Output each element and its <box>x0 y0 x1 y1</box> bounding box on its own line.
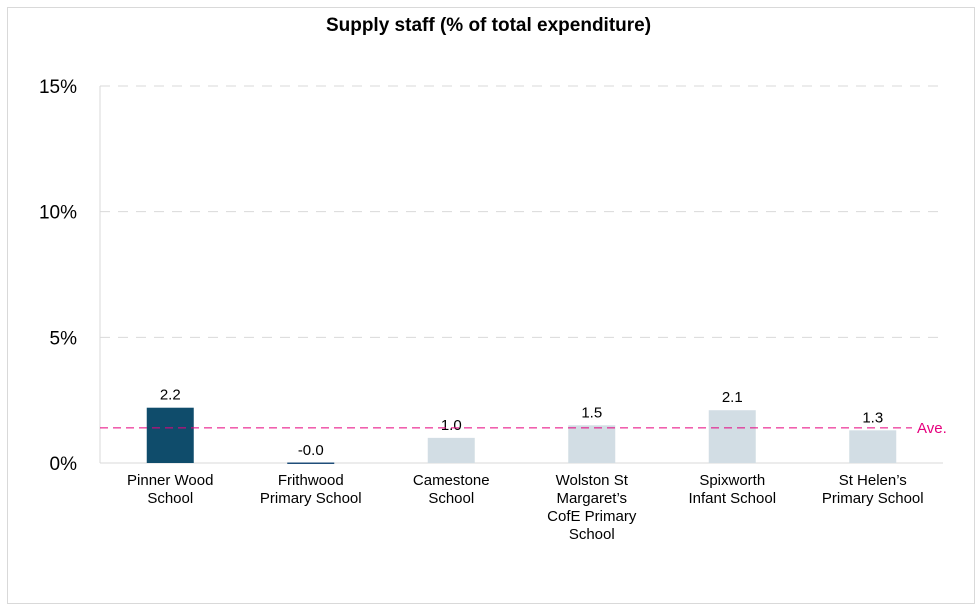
bar <box>849 430 897 463</box>
bar <box>146 407 194 463</box>
y-tick-label: 5% <box>50 328 78 349</box>
chart-title: Supply staff (% of total expenditure) <box>325 15 652 36</box>
x-tick-label: Frithwood Primary School <box>260 472 362 507</box>
bar <box>427 437 475 463</box>
x-tick-label: Wolston St Margaret’s CofE Primary School <box>547 472 637 543</box>
x-tick-label: Camestone School <box>413 472 490 507</box>
data-label: -0.0 <box>298 442 324 459</box>
chart-frame <box>7 7 975 604</box>
y-tick-label: 10% <box>39 203 77 224</box>
data-label: 1.5 <box>581 404 602 421</box>
data-label: 2.2 <box>160 387 181 404</box>
bar <box>708 410 756 463</box>
x-tick-label: Pinner Wood School <box>127 472 213 507</box>
bar <box>287 462 335 464</box>
data-label: 2.1 <box>722 389 743 406</box>
data-label: 1.0 <box>441 417 462 434</box>
bar <box>568 425 616 463</box>
x-tick-label: St Helen’s Primary School <box>822 472 924 507</box>
average-label: Ave. <box>917 420 947 437</box>
x-tick-label: Spixworth Infant School <box>688 472 776 507</box>
y-tick-label: 15% <box>39 77 77 98</box>
data-label: 1.3 <box>862 409 883 426</box>
y-tick-label: 0% <box>50 454 78 475</box>
